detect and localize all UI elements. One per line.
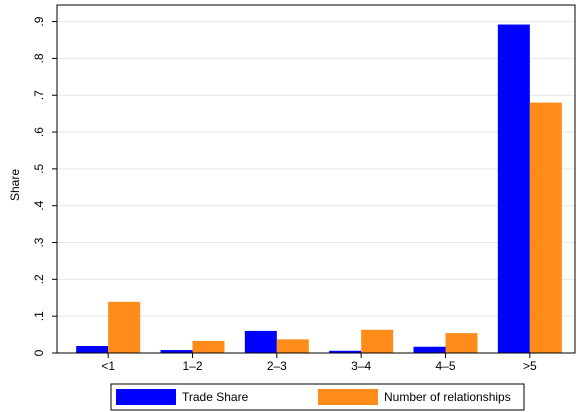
x-tick-label: 2–3 [267,359,287,373]
bar [244,330,277,353]
y-tick-label: .3 [32,237,46,247]
y-axis-title: Share [8,169,22,201]
bar [192,340,225,353]
y-tick-label: .7 [32,90,46,100]
y-tick-label: .2 [32,274,46,284]
x-tick-label: 4–5 [435,359,455,373]
bar [108,301,141,353]
bar [445,333,478,353]
y-tick-label: .6 [32,127,46,137]
y-tick-label: .5 [32,164,46,174]
legend-label: Number of relationships [384,390,511,404]
bar [413,346,446,353]
y-tick-label: 0 [32,349,46,356]
bar [497,24,530,354]
y-tick-label: .4 [32,200,46,210]
legend-swatch [318,389,378,405]
bar [329,350,362,353]
legend-swatch [116,389,176,405]
x-tick-label: 3–4 [351,359,371,373]
legend-box [110,383,525,411]
x-tick-label: >5 [523,359,537,373]
y-tick-label: .1 [32,311,46,321]
y-tick-label: .9 [32,16,46,26]
plot-frame [56,4,576,354]
bar [529,102,562,353]
bar [361,329,394,353]
y-tick-label: .8 [32,53,46,63]
bar [160,350,193,353]
x-tick-label: <1 [101,359,115,373]
x-tick-label: 1–2 [182,359,202,373]
bar [276,339,309,353]
bar [76,346,109,353]
legend-label: Trade Share [182,390,249,404]
